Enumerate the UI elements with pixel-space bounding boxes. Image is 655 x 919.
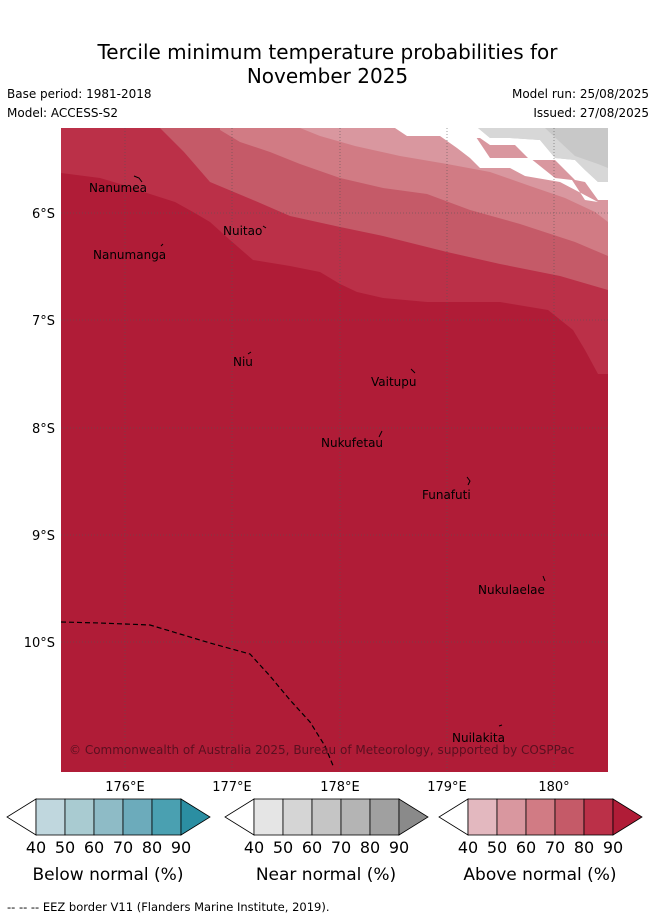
cb-below-tick-90: 90 xyxy=(171,838,191,857)
place-nukufetau: Nukufetau xyxy=(321,436,383,450)
cb-below-swatch-2 xyxy=(64,798,95,836)
cb-below-swatch-5 xyxy=(151,798,182,836)
cb-near-swatch-6 xyxy=(398,798,429,836)
cb-near-tick-90: 90 xyxy=(389,838,409,857)
cb-above-tick-50: 50 xyxy=(487,838,507,857)
cb-below-swatch-4 xyxy=(122,798,153,836)
cb-near-tick-40: 40 xyxy=(244,838,264,857)
lon-label-177e: 177°E xyxy=(212,780,252,795)
cb-near-title: Near normal (%) xyxy=(256,865,396,885)
cb-above-tick-60: 60 xyxy=(516,838,536,857)
lon-label-179e: 179°E xyxy=(427,780,467,795)
cb-below-swatch-6 xyxy=(180,798,211,836)
lat-label-10s: 10°S xyxy=(24,636,55,651)
place-nukulaelae: Nukulaelae xyxy=(478,583,545,597)
island-funafuti xyxy=(466,476,471,486)
place-niu: Niu xyxy=(233,355,253,369)
cb-below-tick-60: 60 xyxy=(84,838,104,857)
copyright-text: © Commonwealth of Australia 2025, Bureau… xyxy=(69,743,574,757)
lon-label-176e: 176°E xyxy=(105,780,145,795)
lat-label-8s: 8°S xyxy=(32,422,55,437)
lon-label-180: 180° xyxy=(538,780,569,795)
place-nanumea: Nanumea xyxy=(89,181,147,195)
cb-below-tick-80: 80 xyxy=(142,838,162,857)
cb-above-swatch-3 xyxy=(525,798,556,836)
cb-above-swatch-4 xyxy=(554,798,585,836)
cb-above-swatch-6 xyxy=(612,798,643,836)
cb-below-title: Below normal (%) xyxy=(33,865,184,885)
place-nanumanga: Nanumanga xyxy=(93,248,166,262)
island-vaitupu xyxy=(410,368,416,374)
base-period-label: Base period: 1981-2018 xyxy=(7,87,152,101)
cb-above-swatch-2 xyxy=(496,798,527,836)
cb-near-swatch-0 xyxy=(224,798,255,836)
model-label: Model: ACCESS-S2 xyxy=(7,106,119,120)
eez-footnote: -- -- -- EEZ border V11 (Flanders Marine… xyxy=(7,900,330,914)
cb-above-tick-40: 40 xyxy=(458,838,478,857)
island-nuilakita xyxy=(498,724,503,727)
island-nuitao xyxy=(262,225,267,229)
lat-label-6s: 6°S xyxy=(32,207,55,222)
graticule xyxy=(61,128,608,772)
island-nanumanga xyxy=(160,243,164,247)
place-nuilakita: Nuilakita xyxy=(452,731,505,745)
eez-border-line xyxy=(60,621,335,769)
lat-label-9s: 9°S xyxy=(32,529,55,544)
island-nukufetau xyxy=(378,430,383,438)
lon-label-178e: 178°E xyxy=(320,780,360,795)
cb-above-tick-80: 80 xyxy=(574,838,594,857)
cb-below-swatch-3 xyxy=(93,798,124,836)
cb-near-swatch-3 xyxy=(311,798,342,836)
cb-near-tick-80: 80 xyxy=(360,838,380,857)
near-normal-patch xyxy=(478,128,608,182)
cb-below-tick-50: 50 xyxy=(55,838,75,857)
cb-below-swatch-1 xyxy=(35,798,66,836)
cb-above-tick-70: 70 xyxy=(545,838,565,857)
lat-label-7s: 7°S xyxy=(32,314,55,329)
island-nanumea xyxy=(133,175,143,183)
title-line-1: Tercile minimum temperature probabilitie… xyxy=(97,40,558,64)
model-run-label: Model run: 25/08/2025 xyxy=(511,87,649,101)
cb-above-tick-90: 90 xyxy=(603,838,623,857)
near-normal-patch-light xyxy=(478,128,608,182)
island-niu xyxy=(247,351,252,355)
colorbar-near-normal xyxy=(224,798,429,836)
island-outlines xyxy=(133,175,546,727)
cb-near-swatch-4 xyxy=(340,798,371,836)
page-title: Tercile minimum temperature probabilitie… xyxy=(0,40,655,88)
cb-near-tick-50: 50 xyxy=(273,838,293,857)
issued-label: Issued: 27/08/2025 xyxy=(533,106,649,120)
cb-below-tick-70: 70 xyxy=(113,838,133,857)
cb-below-swatch-0 xyxy=(6,798,37,836)
title-line-2: November 2025 xyxy=(246,64,409,88)
place-nuitao: Nuitao xyxy=(223,224,262,238)
place-vaitupu: Vaitupu xyxy=(371,375,417,389)
place-funafuti: Funafuti xyxy=(422,488,471,502)
cb-above-title: Above normal (%) xyxy=(463,865,616,885)
cb-near-swatch-2 xyxy=(282,798,313,836)
colorbar-above-normal xyxy=(438,798,643,836)
cb-near-tick-70: 70 xyxy=(331,838,351,857)
cb-near-tick-60: 60 xyxy=(302,838,322,857)
island-nukulaelae xyxy=(542,575,546,582)
cb-near-swatch-5 xyxy=(369,798,400,836)
cb-above-swatch-0 xyxy=(438,798,469,836)
cb-near-swatch-1 xyxy=(253,798,284,836)
cb-below-tick-40: 40 xyxy=(26,838,46,857)
cb-above-swatch-1 xyxy=(467,798,498,836)
colorbar-below-normal xyxy=(6,798,211,836)
cb-above-swatch-5 xyxy=(583,798,614,836)
